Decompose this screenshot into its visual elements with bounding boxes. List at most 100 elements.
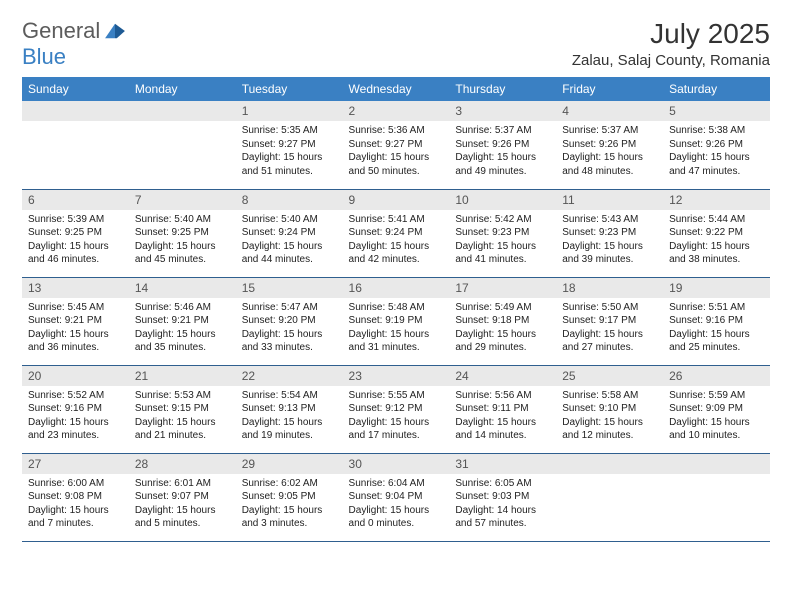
- day-number: 11: [556, 190, 663, 210]
- day-details: Sunrise: 5:39 AMSunset: 9:25 PMDaylight:…: [22, 210, 129, 271]
- weekday-header: Friday: [556, 77, 663, 101]
- calendar-cell: 18Sunrise: 5:50 AMSunset: 9:17 PMDayligh…: [556, 277, 663, 365]
- calendar-cell: 12Sunrise: 5:44 AMSunset: 9:22 PMDayligh…: [663, 189, 770, 277]
- day-number: 9: [343, 190, 450, 210]
- day-number-empty: [663, 454, 770, 474]
- day-number: 6: [22, 190, 129, 210]
- calendar-cell: 30Sunrise: 6:04 AMSunset: 9:04 PMDayligh…: [343, 453, 450, 541]
- calendar-cell: 27Sunrise: 6:00 AMSunset: 9:08 PMDayligh…: [22, 453, 129, 541]
- calendar-row: 1Sunrise: 5:35 AMSunset: 9:27 PMDaylight…: [22, 101, 770, 189]
- day-number: 27: [22, 454, 129, 474]
- calendar-cell: 4Sunrise: 5:37 AMSunset: 9:26 PMDaylight…: [556, 101, 663, 189]
- day-details: Sunrise: 5:59 AMSunset: 9:09 PMDaylight:…: [663, 386, 770, 447]
- day-number: 29: [236, 454, 343, 474]
- day-details: Sunrise: 5:40 AMSunset: 9:25 PMDaylight:…: [129, 210, 236, 271]
- calendar-body: 1Sunrise: 5:35 AMSunset: 9:27 PMDaylight…: [22, 101, 770, 541]
- day-number-empty: [129, 101, 236, 121]
- day-number: 3: [449, 101, 556, 121]
- logo-text-blue: Blue: [22, 44, 66, 69]
- day-details: Sunrise: 6:05 AMSunset: 9:03 PMDaylight:…: [449, 474, 556, 535]
- location-text: Zalau, Salaj County, Romania: [572, 52, 770, 69]
- calendar-cell: [129, 101, 236, 189]
- day-details: Sunrise: 5:51 AMSunset: 9:16 PMDaylight:…: [663, 298, 770, 359]
- day-number: 14: [129, 278, 236, 298]
- calendar-cell: 8Sunrise: 5:40 AMSunset: 9:24 PMDaylight…: [236, 189, 343, 277]
- weekday-header: Saturday: [663, 77, 770, 101]
- calendar-cell: 19Sunrise: 5:51 AMSunset: 9:16 PMDayligh…: [663, 277, 770, 365]
- weekday-row: SundayMondayTuesdayWednesdayThursdayFrid…: [22, 77, 770, 101]
- day-number: 12: [663, 190, 770, 210]
- calendar-cell: 31Sunrise: 6:05 AMSunset: 9:03 PMDayligh…: [449, 453, 556, 541]
- day-number: 30: [343, 454, 450, 474]
- day-details: Sunrise: 6:04 AMSunset: 9:04 PMDaylight:…: [343, 474, 450, 535]
- day-details: Sunrise: 6:02 AMSunset: 9:05 PMDaylight:…: [236, 474, 343, 535]
- calendar-cell: 22Sunrise: 5:54 AMSunset: 9:13 PMDayligh…: [236, 365, 343, 453]
- calendar-cell: 29Sunrise: 6:02 AMSunset: 9:05 PMDayligh…: [236, 453, 343, 541]
- calendar-cell: 11Sunrise: 5:43 AMSunset: 9:23 PMDayligh…: [556, 189, 663, 277]
- day-number: 22: [236, 366, 343, 386]
- day-details: Sunrise: 5:45 AMSunset: 9:21 PMDaylight:…: [22, 298, 129, 359]
- day-number: 10: [449, 190, 556, 210]
- day-number-empty: [556, 454, 663, 474]
- calendar-cell: 16Sunrise: 5:48 AMSunset: 9:19 PMDayligh…: [343, 277, 450, 365]
- weekday-header: Tuesday: [236, 77, 343, 101]
- day-number: 15: [236, 278, 343, 298]
- day-details: Sunrise: 5:42 AMSunset: 9:23 PMDaylight:…: [449, 210, 556, 271]
- calendar-cell: 25Sunrise: 5:58 AMSunset: 9:10 PMDayligh…: [556, 365, 663, 453]
- day-details: Sunrise: 6:01 AMSunset: 9:07 PMDaylight:…: [129, 474, 236, 535]
- day-details: Sunrise: 5:41 AMSunset: 9:24 PMDaylight:…: [343, 210, 450, 271]
- logo-text-general: General: [22, 18, 100, 44]
- calendar-cell: 17Sunrise: 5:49 AMSunset: 9:18 PMDayligh…: [449, 277, 556, 365]
- day-number: 31: [449, 454, 556, 474]
- calendar-row: 6Sunrise: 5:39 AMSunset: 9:25 PMDaylight…: [22, 189, 770, 277]
- day-number: 13: [22, 278, 129, 298]
- day-details: Sunrise: 5:36 AMSunset: 9:27 PMDaylight:…: [343, 121, 450, 182]
- calendar-cell: 7Sunrise: 5:40 AMSunset: 9:25 PMDaylight…: [129, 189, 236, 277]
- day-number-empty: [22, 101, 129, 121]
- day-details: Sunrise: 5:52 AMSunset: 9:16 PMDaylight:…: [22, 386, 129, 447]
- header: General July 2025 Zalau, Salaj County, R…: [22, 18, 770, 69]
- day-number: 24: [449, 366, 556, 386]
- day-number: 23: [343, 366, 450, 386]
- day-number: 21: [129, 366, 236, 386]
- day-details: Sunrise: 5:47 AMSunset: 9:20 PMDaylight:…: [236, 298, 343, 359]
- logo-flag-icon: [104, 22, 126, 40]
- day-details: Sunrise: 5:38 AMSunset: 9:26 PMDaylight:…: [663, 121, 770, 182]
- day-number: 16: [343, 278, 450, 298]
- calendar-cell: 26Sunrise: 5:59 AMSunset: 9:09 PMDayligh…: [663, 365, 770, 453]
- logo-line2: Blue: [22, 44, 66, 70]
- day-details: Sunrise: 5:37 AMSunset: 9:26 PMDaylight:…: [449, 121, 556, 182]
- calendar-cell: 6Sunrise: 5:39 AMSunset: 9:25 PMDaylight…: [22, 189, 129, 277]
- day-number: 2: [343, 101, 450, 121]
- calendar-cell: 5Sunrise: 5:38 AMSunset: 9:26 PMDaylight…: [663, 101, 770, 189]
- calendar-head: SundayMondayTuesdayWednesdayThursdayFrid…: [22, 77, 770, 101]
- day-details: Sunrise: 5:44 AMSunset: 9:22 PMDaylight:…: [663, 210, 770, 271]
- day-number: 20: [22, 366, 129, 386]
- day-number: 17: [449, 278, 556, 298]
- day-details: Sunrise: 5:48 AMSunset: 9:19 PMDaylight:…: [343, 298, 450, 359]
- weekday-header: Wednesday: [343, 77, 450, 101]
- day-details: Sunrise: 5:35 AMSunset: 9:27 PMDaylight:…: [236, 121, 343, 182]
- calendar-cell: [556, 453, 663, 541]
- day-details: Sunrise: 5:50 AMSunset: 9:17 PMDaylight:…: [556, 298, 663, 359]
- day-details: Sunrise: 5:54 AMSunset: 9:13 PMDaylight:…: [236, 386, 343, 447]
- calendar-cell: 24Sunrise: 5:56 AMSunset: 9:11 PMDayligh…: [449, 365, 556, 453]
- calendar-cell: 3Sunrise: 5:37 AMSunset: 9:26 PMDaylight…: [449, 101, 556, 189]
- calendar-cell: 15Sunrise: 5:47 AMSunset: 9:20 PMDayligh…: [236, 277, 343, 365]
- day-number: 19: [663, 278, 770, 298]
- day-number: 26: [663, 366, 770, 386]
- day-number: 7: [129, 190, 236, 210]
- day-number: 1: [236, 101, 343, 121]
- calendar-cell: 1Sunrise: 5:35 AMSunset: 9:27 PMDaylight…: [236, 101, 343, 189]
- day-details: Sunrise: 5:53 AMSunset: 9:15 PMDaylight:…: [129, 386, 236, 447]
- day-number: 25: [556, 366, 663, 386]
- calendar-cell: 23Sunrise: 5:55 AMSunset: 9:12 PMDayligh…: [343, 365, 450, 453]
- day-details: Sunrise: 5:37 AMSunset: 9:26 PMDaylight:…: [556, 121, 663, 182]
- day-number: 5: [663, 101, 770, 121]
- calendar-table: SundayMondayTuesdayWednesdayThursdayFrid…: [22, 77, 770, 542]
- calendar-cell: 2Sunrise: 5:36 AMSunset: 9:27 PMDaylight…: [343, 101, 450, 189]
- day-details: Sunrise: 5:46 AMSunset: 9:21 PMDaylight:…: [129, 298, 236, 359]
- day-number: 18: [556, 278, 663, 298]
- calendar-row: 13Sunrise: 5:45 AMSunset: 9:21 PMDayligh…: [22, 277, 770, 365]
- day-details: Sunrise: 6:00 AMSunset: 9:08 PMDaylight:…: [22, 474, 129, 535]
